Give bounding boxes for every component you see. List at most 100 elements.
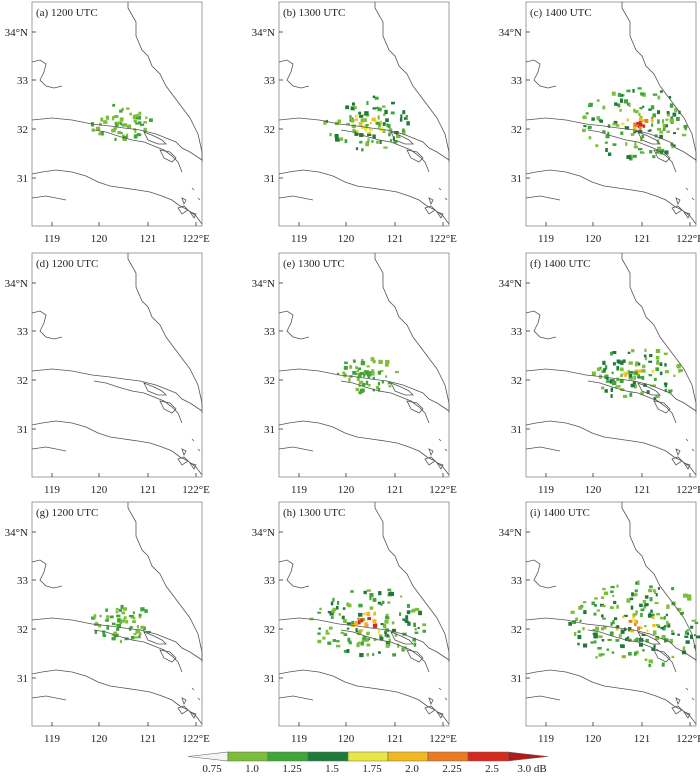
echo-pixel [660, 626, 665, 630]
echo-pixel [364, 622, 368, 627]
echo-pixel [369, 122, 372, 125]
echo-pixel [642, 649, 645, 652]
echo-pixel [103, 120, 108, 124]
echo-pixel [356, 129, 359, 133]
echo-pixel [371, 140, 374, 143]
echo-pixel [406, 610, 411, 613]
echo-pixel [657, 146, 662, 151]
echo-pixel [643, 604, 647, 609]
echo-pixel [335, 137, 339, 142]
echo-pixel [657, 625, 661, 628]
echo-pixel [629, 597, 634, 601]
echo-pixel [366, 589, 371, 592]
lat-label: 34°N [252, 278, 275, 290]
echo-pixel [635, 128, 638, 131]
echo-pixel [661, 662, 665, 667]
lon-label: 122°E [429, 733, 457, 745]
echo-pixel [577, 630, 581, 633]
echo-pixel [625, 637, 628, 642]
echo-pixel [616, 604, 619, 609]
echo-pixel [671, 587, 675, 591]
echo-pixel [633, 154, 637, 158]
echo-pixel [582, 601, 587, 604]
echo-pixel [644, 348, 647, 352]
echo-pixel [633, 145, 638, 149]
colorbar-swatch [387, 751, 429, 762]
echo-pixel [690, 625, 694, 629]
echo-pixel [620, 94, 623, 97]
echo-pixel [376, 140, 379, 144]
echo-pixel [360, 618, 363, 623]
echo-pixel [612, 594, 615, 598]
echo-pixel [346, 602, 349, 607]
echo-pixel [620, 131, 624, 135]
echo-pixel [319, 607, 322, 611]
echo-pixel [367, 638, 371, 641]
echo-pixel [347, 637, 351, 642]
echo-pixel [568, 622, 573, 626]
colorbar-label: 2.0 [405, 763, 419, 773]
echo-pixel [359, 140, 363, 144]
lon-label: 121 [387, 233, 404, 245]
echo-pixel [399, 117, 403, 122]
echo-pixel [591, 601, 595, 606]
echo-pixel [595, 626, 599, 631]
echo-pixel [677, 633, 680, 636]
lat-label: 34°N [5, 27, 28, 39]
echo-pixel [136, 133, 142, 137]
echo-pixel [620, 644, 625, 649]
echo-pixel [135, 122, 139, 125]
echo-pixel [602, 130, 606, 133]
echo-pixel [137, 115, 142, 120]
lat-label: 33 [264, 575, 276, 587]
echo-pixel [347, 603, 352, 608]
echo-pixel [382, 130, 386, 133]
echo-pixel [372, 623, 377, 628]
lat-label: 31 [17, 673, 28, 685]
echo-pixel [615, 626, 619, 631]
echo-pixel [656, 139, 660, 144]
echo-pixel [652, 384, 656, 388]
lon-label: 119 [538, 484, 555, 496]
echo-pixel [656, 360, 659, 363]
echo-pixel [579, 619, 582, 622]
lon-label: 120 [338, 733, 355, 745]
echo-pixel [352, 102, 355, 106]
echo-pixel [613, 617, 618, 621]
lon-label: 120 [585, 233, 602, 245]
echo-pixel [111, 128, 116, 133]
echo-pixel [634, 362, 638, 367]
echo-pixel [610, 387, 614, 392]
echo-pixel [358, 629, 364, 632]
echo-pixel [334, 134, 339, 138]
panel-title: (e) 1300 UTC [283, 258, 345, 270]
echo-pixel [343, 619, 347, 623]
echo-pixel [643, 383, 647, 387]
echo-pixel [635, 637, 639, 642]
echo-pixel [378, 591, 382, 596]
echo-pixel [111, 636, 116, 641]
echo-pixel [628, 361, 633, 365]
echo-pixel [111, 622, 116, 626]
echo-pixel [406, 116, 409, 121]
lon-label: 121 [140, 233, 157, 245]
echo-pixel [135, 629, 140, 634]
echo-pixel [634, 622, 637, 627]
echo-pixel [115, 610, 119, 614]
echo-pixel [588, 102, 593, 107]
echo-pixel [676, 607, 682, 611]
echo-pixel [138, 121, 142, 125]
echo-pixel [368, 371, 372, 374]
echo-pixel [380, 603, 383, 606]
echo-pixel [357, 617, 360, 621]
echo-pixel [612, 620, 615, 625]
echo-pixel [612, 143, 617, 146]
echo-pixel [673, 132, 677, 135]
echo-pixel [650, 118, 654, 123]
lat-label: 31 [511, 424, 522, 436]
echo-pixel [106, 625, 110, 630]
echo-pixel [384, 634, 388, 637]
echo-pixel [337, 372, 340, 375]
echo-pixel [387, 382, 391, 385]
